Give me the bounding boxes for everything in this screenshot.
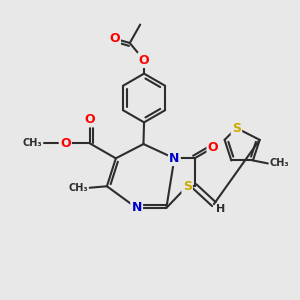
Text: S: S: [183, 180, 192, 193]
Text: N: N: [131, 202, 142, 214]
Text: O: O: [139, 54, 149, 67]
Text: O: O: [85, 113, 95, 126]
Text: O: O: [139, 54, 149, 67]
Text: CH₃: CH₃: [22, 139, 42, 148]
Text: O: O: [109, 32, 120, 45]
Text: S: S: [232, 122, 241, 134]
Text: O: O: [208, 141, 218, 154]
Text: O: O: [60, 137, 70, 150]
Text: CH₃: CH₃: [69, 183, 88, 193]
Text: N: N: [169, 152, 180, 165]
Text: CH₃: CH₃: [269, 158, 289, 168]
Text: O: O: [109, 32, 120, 45]
Text: H: H: [216, 204, 225, 214]
